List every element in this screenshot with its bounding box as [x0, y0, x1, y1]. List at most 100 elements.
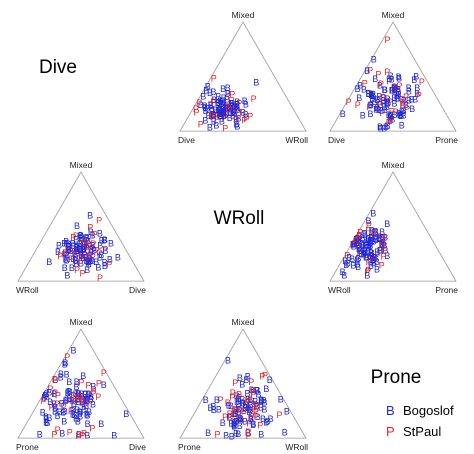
point-bogoslof: B: [37, 430, 43, 440]
point-stpaul: P: [370, 256, 376, 266]
point-bogoslof: B: [406, 83, 412, 93]
point-bogoslof: B: [76, 394, 82, 404]
point-stpaul: P: [353, 235, 359, 245]
point-bogoslof: B: [46, 257, 52, 267]
point-bogoslof: B: [346, 252, 352, 262]
point-bogoslof: B: [78, 236, 84, 246]
point-stpaul: P: [371, 229, 377, 239]
point-bogoslof: B: [207, 123, 213, 133]
point-bogoslof: B: [371, 253, 377, 263]
point-bogoslof: B: [84, 431, 90, 441]
point-bogoslof: B: [70, 406, 76, 416]
point-stpaul: P: [396, 81, 402, 91]
point-bogoslof: B: [364, 238, 370, 248]
point-bogoslof: B: [396, 89, 402, 99]
point-stpaul: P: [251, 94, 257, 104]
point-bogoslof: B: [73, 414, 79, 424]
point-stpaul: P: [231, 407, 237, 417]
point-bogoslof: B: [223, 430, 229, 440]
point-bogoslof: B: [368, 257, 374, 267]
point-bogoslof: B: [77, 231, 83, 241]
point-stpaul: P: [384, 35, 390, 45]
point-stpaul: P: [220, 99, 226, 109]
point-stpaul: P: [239, 108, 245, 118]
point-bogoslof: B: [90, 400, 96, 410]
point-stpaul: P: [54, 399, 60, 409]
point-bogoslof: B: [78, 250, 84, 260]
point-stpaul: P: [94, 246, 100, 256]
point-bogoslof: B: [101, 380, 107, 390]
point-bogoslof: B: [250, 419, 256, 429]
point-bogoslof: B: [221, 110, 227, 120]
point-bogoslof: B: [382, 105, 388, 115]
point-bogoslof: B: [74, 377, 80, 387]
point-stpaul: P: [55, 425, 61, 435]
point-stpaul: P: [222, 110, 228, 120]
point-stpaul: P: [66, 396, 72, 406]
point-bogoslof: B: [363, 253, 369, 263]
point-bogoslof: B: [376, 92, 382, 102]
point-bogoslof: B: [108, 238, 114, 248]
point-bogoslof: B: [80, 371, 86, 381]
point-bogoslof: B: [98, 419, 104, 429]
point-bogoslof: B: [65, 239, 71, 249]
point-stpaul: P: [97, 273, 103, 283]
point-stpaul: P: [226, 105, 232, 115]
point-stpaul: P: [229, 392, 235, 402]
point-bogoslof: B: [386, 74, 392, 84]
point-bogoslof: B: [85, 257, 91, 267]
point-bogoslof: B: [73, 259, 79, 269]
point-stpaul: P: [210, 97, 216, 107]
point-stpaul: P: [243, 114, 249, 124]
point-stpaul: P: [227, 412, 233, 422]
point-bogoslof: B: [233, 119, 239, 129]
point-bogoslof: B: [252, 397, 258, 407]
point-stpaul: P: [79, 430, 85, 440]
point-bogoslof: B: [64, 395, 70, 405]
point-bogoslof: B: [231, 420, 237, 430]
point-stpaul: P: [232, 414, 238, 424]
point-stpaul: P: [379, 239, 385, 249]
point-bogoslof: B: [284, 406, 290, 416]
point-stpaul: P: [379, 260, 385, 270]
vertex-label-left: Prone: [16, 442, 39, 452]
point-bogoslof: B: [80, 244, 86, 254]
point-bogoslof: B: [391, 99, 397, 109]
point-stpaul: P: [72, 397, 78, 407]
point-stpaul: P: [87, 397, 93, 407]
point-bogoslof: B: [228, 418, 234, 428]
point-stpaul: P: [236, 392, 242, 402]
point-stpaul: P: [77, 258, 83, 268]
point-stpaul: P: [215, 111, 221, 121]
legend: B Bogoslof P StPaul: [386, 403, 454, 439]
point-stpaul: P: [210, 110, 216, 120]
point-bogoslof: B: [396, 72, 402, 82]
point-bogoslof: B: [73, 243, 79, 253]
point-stpaul: P: [367, 236, 373, 246]
point-bogoslof: B: [391, 110, 397, 120]
point-stpaul: P: [377, 100, 383, 110]
point-bogoslof: B: [259, 396, 265, 406]
point-bogoslof: B: [70, 410, 76, 420]
point-stpaul: P: [52, 388, 58, 398]
point-bogoslof: B: [368, 247, 374, 257]
point-bogoslof: B: [47, 397, 53, 407]
point-bogoslof: B: [409, 104, 415, 114]
point-stpaul: P: [224, 102, 230, 112]
point-bogoslof: B: [87, 251, 93, 261]
point-bogoslof: B: [240, 399, 246, 409]
point-bogoslof: B: [387, 116, 393, 126]
point-stpaul: P: [225, 89, 231, 99]
point-bogoslof: B: [239, 380, 245, 390]
point-bogoslof: B: [233, 429, 239, 439]
point-bogoslof: B: [380, 93, 386, 103]
point-bogoslof: B: [231, 409, 237, 419]
point-bogoslof: B: [234, 391, 240, 401]
point-bogoslof: B: [378, 245, 384, 255]
point-bogoslof: B: [356, 93, 362, 103]
point-bogoslof: B: [51, 399, 57, 409]
point-bogoslof: B: [101, 236, 107, 246]
point-bogoslof: B: [231, 421, 237, 431]
point-bogoslof: B: [233, 101, 239, 111]
point-stpaul: P: [367, 252, 373, 262]
